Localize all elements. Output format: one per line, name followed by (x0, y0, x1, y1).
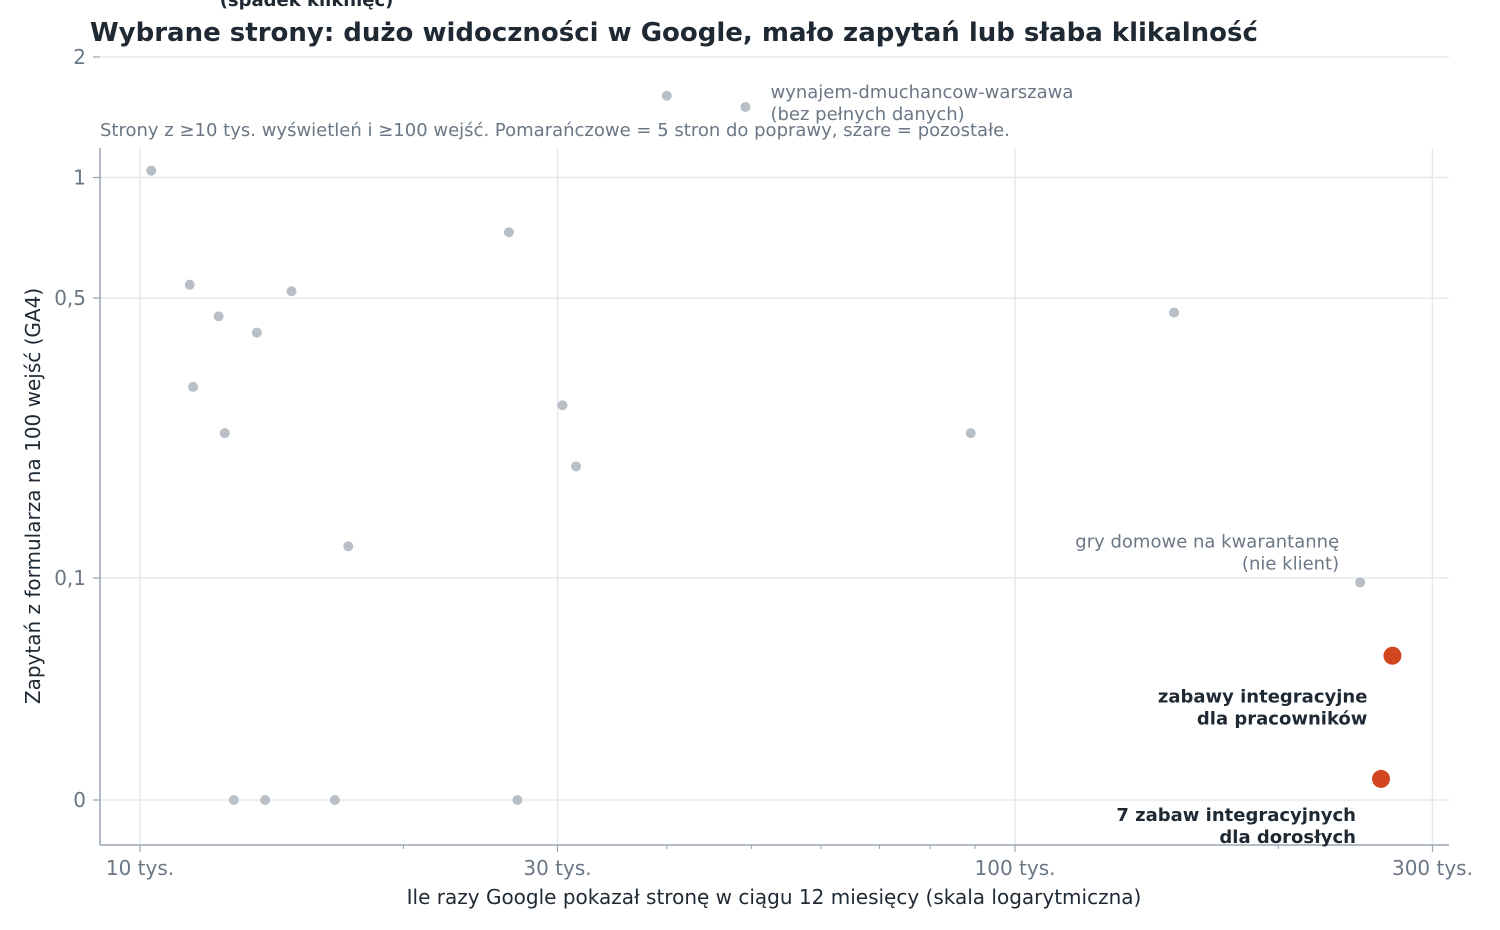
data-point (219, 428, 230, 439)
data-point (571, 461, 582, 472)
x-tick-label: 10 tys. (106, 856, 174, 880)
data-point (260, 795, 271, 805)
data-point (1169, 307, 1180, 318)
axes (99, 148, 1449, 846)
annotation-label: gry domowe na kwarantannę (nie klient) (1075, 531, 1339, 574)
data-point (1355, 577, 1366, 588)
data-point (965, 428, 976, 439)
x-tick-label: 300 tys. (1392, 856, 1473, 880)
y-tick-label: 0,1 (54, 566, 86, 590)
annotation-line: (spadek kliknięć) (220, 0, 394, 11)
data-point (329, 795, 340, 805)
data-point (740, 101, 751, 112)
x-axis-label: Ile razy Google pokazał stronę w ciągu 1… (407, 885, 1142, 909)
annotations: dmuchańce Krakówatrakcje na imprezyfirmo… (185, 0, 1368, 848)
data-point (286, 286, 297, 297)
annotation-label: dmuchańce na wynajem(spadek kliknięć) (185, 0, 429, 11)
annotation-line: (bez pełnych danych) (770, 104, 964, 125)
annotation-line: (nie klient) (1242, 553, 1339, 574)
annotation-line: wynajem-dmuchancow-warszawa (770, 82, 1073, 103)
annotation-line: dla dorosłych (1219, 827, 1356, 848)
data-point (512, 795, 523, 805)
data-point (251, 327, 262, 338)
y-tick-label: 1 (73, 166, 86, 190)
grid (100, 56, 1449, 845)
ticks: 10 tys.30 tys.100 tys.300 tys.00,10,5125… (54, 45, 1473, 880)
data-point (184, 279, 195, 290)
annotation-label: zabawy integracyjne dla pracowników (1158, 687, 1368, 730)
chart-subtitle: Strony z ≥10 tys. wyświetleń i ≥100 wejś… (100, 120, 1010, 141)
chart-title: Wybrane strony: dużo widoczności w Googl… (90, 18, 1258, 48)
data-point (557, 400, 568, 411)
data-point (661, 90, 672, 101)
x-tick-label: 100 tys. (975, 856, 1056, 880)
annotation-label: wynajem-dmuchancow-warszawa (bez pełnych … (770, 82, 1073, 125)
annotation-line: gry domowe na kwarantannę (1075, 531, 1339, 552)
annotation-line: dla pracowników (1197, 709, 1368, 730)
data-points (146, 90, 1402, 805)
annotation-line: 7 zabaw integracyjnych (1116, 805, 1356, 826)
data-point (213, 311, 224, 322)
highlight-point (1372, 769, 1391, 788)
annotation-line: zabawy integracyjne (1158, 687, 1368, 708)
y-tick-label: 2 (73, 45, 86, 69)
y-tick-label: 0,5 (54, 286, 86, 310)
y-axis-label: Zapytań z formularza na 100 wejść (GA4) (21, 288, 45, 704)
data-point (228, 795, 239, 805)
data-point (188, 381, 199, 392)
x-tick-label: 30 tys. (523, 856, 591, 880)
highlight-point (1383, 646, 1402, 665)
annotation-label: 7 zabaw integracyjnych dla dorosłych (1116, 805, 1356, 848)
data-point (503, 227, 514, 238)
data-point (343, 541, 354, 552)
data-point (146, 165, 157, 176)
y-tick-label: 0 (73, 788, 86, 812)
